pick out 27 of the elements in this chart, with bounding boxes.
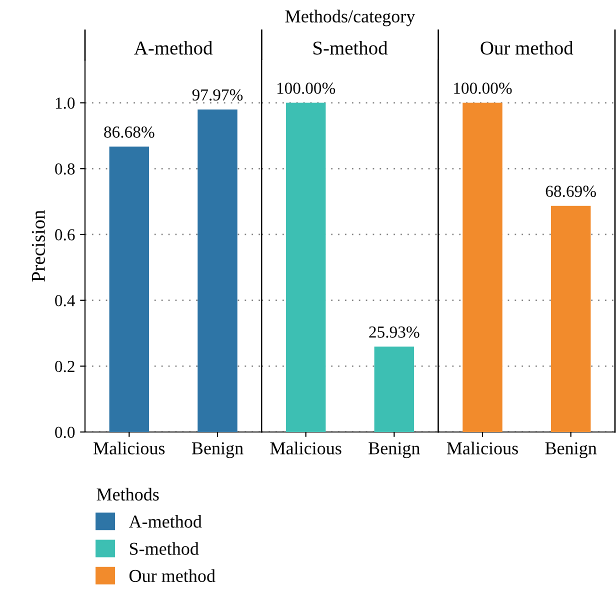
chart-title: A-method (134, 40, 213, 55)
legend-label: S-method (130, 542, 199, 555)
x-tick-label: Benign (368, 442, 420, 458)
x-tick-label: Benign (545, 442, 597, 458)
y-tick-label: 0.8 (55, 163, 75, 175)
data-label: 100.00% (454, 82, 512, 94)
x-tick-label: Benign (192, 442, 244, 458)
y-tick-label: 1.0 (56, 97, 75, 109)
y-tick-label: 0.6 (55, 229, 75, 240)
chart-title: S-method (313, 40, 388, 55)
text: Methods/category (285, 10, 416, 26)
legend-label: A-method (128, 515, 202, 528)
data-label: 86.68% (104, 126, 154, 138)
data-label: 25.93% (369, 326, 420, 338)
y-tick-label: 0.2 (55, 360, 74, 372)
legend-title: Methods (96, 488, 159, 501)
data-label: 100.00% (277, 82, 336, 94)
data-label: 68.69% (546, 186, 596, 197)
y-axis-title: Precision (32, 210, 45, 282)
chart-title: Our method (480, 40, 574, 55)
x-tick-label: Malicious (270, 442, 342, 454)
legend-label: Our method (129, 569, 216, 582)
x-tick-label: Malicious (446, 442, 518, 454)
x-tick-label: Malicious (94, 442, 165, 454)
y-tick-label: 0.4 (55, 295, 76, 306)
data-label: 97.97% (192, 89, 243, 101)
y-tick-label: 0.0 (55, 426, 75, 438)
